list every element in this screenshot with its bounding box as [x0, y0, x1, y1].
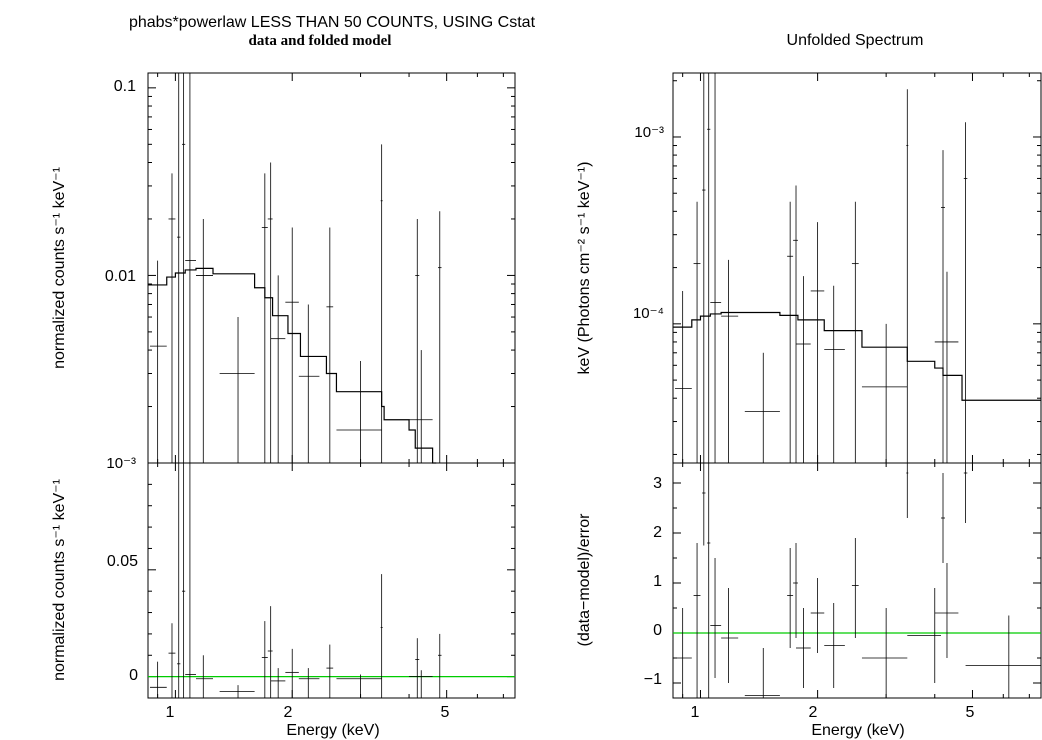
left-top-ytick-2: 0.01 — [105, 268, 136, 285]
left-bottom-frame — [147, 462, 516, 699]
left-bottom-ylabel: normalized counts s⁻¹ keV⁻¹ — [51, 479, 68, 681]
left-xtick-1: 1 — [166, 704, 175, 721]
right-bottom-ytick-1: 3 — [653, 475, 662, 492]
left-bottom-ytick-2: 0 — [129, 667, 138, 684]
right-xtick-1: 1 — [691, 704, 700, 721]
left-top-model-step-line — [148, 267, 437, 464]
right-bottom-ylabel: (data−model)/error — [576, 513, 593, 647]
right-top-ytick-2: 10⁻⁴ — [633, 305, 664, 322]
left-bottom-plot — [148, 462, 515, 698]
right-top-plot — [673, 73, 1041, 463]
left-bottom-ytick-1: 0.05 — [107, 553, 138, 570]
right-xlabel: Energy (keV) — [811, 722, 904, 739]
left-xlabel: Energy (keV) — [286, 722, 379, 739]
left-top-plot — [148, 73, 515, 464]
right-top-ytick-1: 10⁻³ — [634, 124, 664, 141]
right-top-ylabel: keV (Photons cm⁻² s⁻¹ keV⁻¹) — [576, 162, 593, 375]
left-top-ytick-3: 10⁻³ — [106, 455, 136, 472]
right-bottom-plot — [673, 463, 1041, 698]
right-xtick-2: 2 — [809, 704, 818, 721]
right-top-model-step-line — [673, 311, 1041, 401]
right-bottom-ytick-5: −1 — [644, 671, 662, 688]
right-bottom-ytick-4: 0 — [653, 622, 662, 639]
right-bottom-frame — [672, 462, 1042, 699]
left-xtick-2: 2 — [284, 704, 293, 721]
right-bottom-ytick-3: 1 — [653, 573, 662, 590]
left-xtick-3: 5 — [441, 704, 450, 721]
right-title: Unfolded Spectrum — [787, 32, 924, 49]
right-xtick-3: 5 — [966, 704, 975, 721]
left-top-ytick-1: 0.1 — [114, 78, 136, 95]
left-title: phabs*powerlaw LESS THAN 50 COUNTS, USIN… — [129, 14, 536, 31]
right-bottom-ytick-2: 2 — [653, 524, 662, 541]
left-top-ylabel: normalized counts s⁻¹ keV⁻¹ — [51, 167, 68, 369]
left-subtitle: data and folded model — [249, 33, 392, 49]
